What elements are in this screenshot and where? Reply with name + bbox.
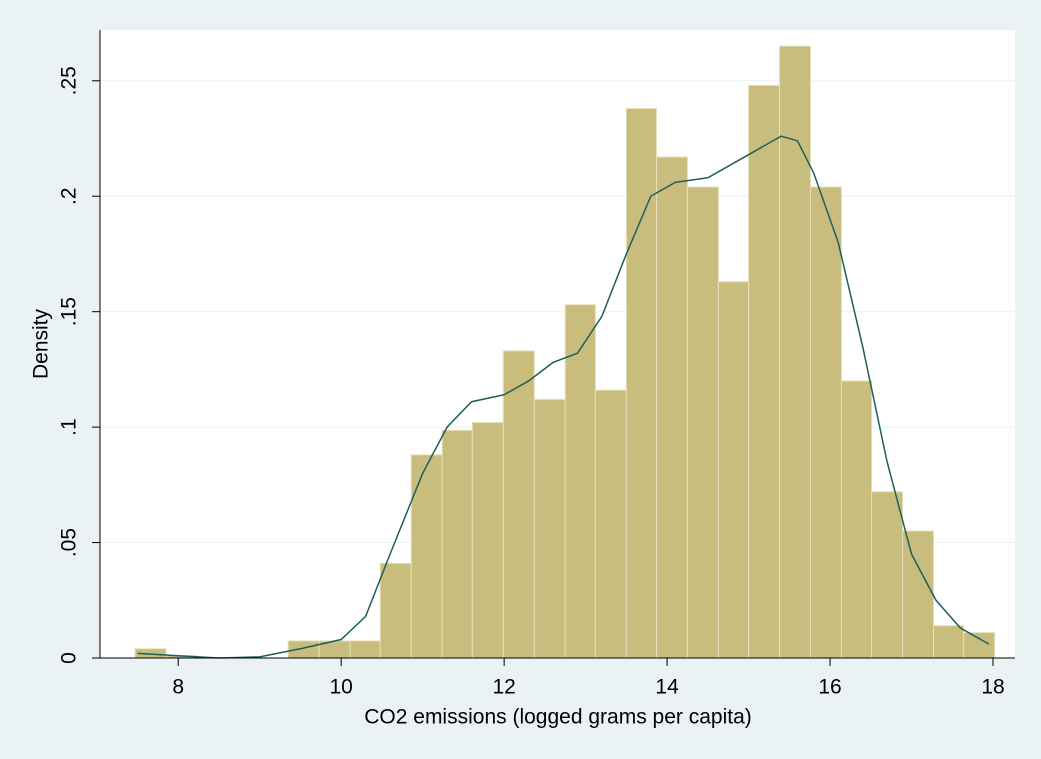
bar (779, 45, 811, 659)
y-tick-label: .2 (58, 187, 81, 205)
bar (441, 429, 473, 659)
bar (840, 380, 873, 659)
bar (686, 186, 719, 659)
bar (933, 625, 965, 659)
bar (902, 530, 935, 659)
bar (871, 491, 904, 659)
bar (533, 398, 566, 659)
y-tick-label: .25 (58, 66, 81, 95)
bar (502, 350, 535, 659)
y-tick-label: 0 (58, 652, 81, 664)
bar (564, 304, 596, 659)
x-tick-label: 12 (492, 676, 515, 699)
bar (410, 454, 443, 659)
y-axis-title: Density (30, 308, 53, 379)
x-axis-title: CO2 emissions (logged grams per capita) (364, 706, 752, 729)
x-tick-label: 18 (981, 676, 1004, 699)
bar (748, 84, 781, 659)
bar (809, 186, 842, 659)
bar (717, 281, 750, 659)
x-tick-label: 16 (818, 676, 841, 699)
y-tick-label: .15 (58, 297, 81, 326)
x-tick-label: 8 (172, 676, 184, 699)
y-tick-label: .05 (58, 528, 81, 557)
bar (625, 108, 657, 659)
bar (594, 389, 627, 659)
bar (471, 422, 504, 659)
x-tick-label: 10 (329, 676, 352, 699)
y-tick-label: .1 (58, 418, 81, 436)
bar (963, 632, 996, 659)
bar (655, 156, 688, 659)
bar (287, 640, 320, 659)
bar (349, 640, 381, 659)
density-line (137, 135, 990, 659)
bar (379, 562, 412, 659)
x-tick-label: 14 (655, 676, 679, 699)
